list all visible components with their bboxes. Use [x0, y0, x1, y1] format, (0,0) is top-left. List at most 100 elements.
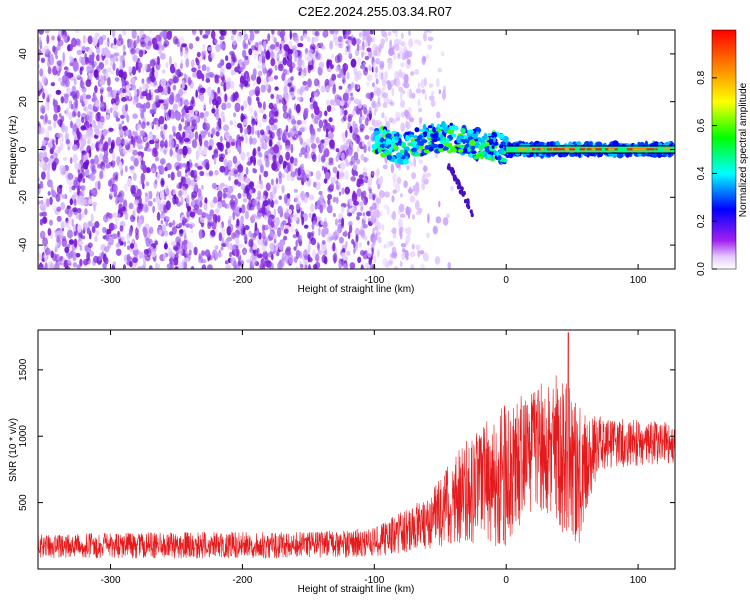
spectrogram-cell [242, 227, 246, 235]
spectrogram-cell [402, 90, 406, 95]
spectrogram-cell [343, 66, 347, 76]
spectrogram-cell [135, 61, 139, 71]
spectrogram-cell [364, 135, 370, 140]
spectrogram-cell [251, 125, 255, 135]
spectrogram-cell [72, 110, 76, 118]
spectrogram-signal-cell [465, 198, 469, 204]
spectrogram-cell [129, 227, 133, 237]
spectrogram-cell [315, 50, 319, 59]
spectrogram-cell [238, 175, 244, 182]
spectrogram-cell [239, 83, 245, 88]
spectrogram-cell [39, 127, 45, 135]
spectrogram-cell [87, 35, 93, 45]
spectrogram-cell [286, 172, 291, 182]
spectrogram-cell [422, 172, 428, 181]
spectrogram-cell [39, 160, 45, 169]
spectrogram-cell [104, 59, 109, 66]
spectrogram-signal-cell [397, 158, 403, 165]
spectrogram-cell [107, 212, 113, 219]
spectrogram-cell [69, 157, 73, 164]
spectrogram-cell [400, 91, 403, 101]
spectrogram-cell [207, 221, 212, 230]
spectrogram-cell [123, 51, 127, 56]
spectrogram-cell [55, 237, 61, 243]
spectrogram-cell [73, 231, 77, 237]
spectrogram-cell [255, 96, 260, 102]
spectrogram-cell [38, 49, 42, 56]
spectrogram-cell [220, 111, 225, 119]
spectrogram-cell [56, 119, 62, 125]
spectrogram-cell [382, 92, 388, 98]
spectrogram-cell [396, 79, 401, 88]
spectrogram-cell [377, 96, 381, 105]
spectrogram-cell [78, 240, 84, 245]
spectrogram-cell [101, 47, 106, 57]
spectrogram-signal-cell [451, 133, 457, 138]
spectrogram-signal-cell [452, 175, 457, 180]
spectrogram-cell [73, 199, 77, 206]
spectrogram-cell [69, 185, 72, 193]
spectrogram-cell [335, 181, 341, 191]
spectrogram-cell [191, 194, 195, 201]
spectrogram-cell [424, 30, 430, 33]
spectrogram-cell [278, 176, 283, 185]
spectrogram-cell [172, 35, 178, 45]
spectrogram-cell [47, 179, 53, 188]
spectrogram-cell [374, 210, 381, 218]
spectrogram-cell [44, 247, 51, 256]
snr-x-tick-label: -300 [101, 575, 121, 586]
spectrogram-cell [79, 245, 83, 251]
spectrogram-cell [342, 92, 349, 102]
spectrogram-cell [58, 30, 63, 39]
spectrogram-cell [232, 38, 237, 46]
spectrogram-cell [204, 111, 209, 117]
spectrogram-cell [277, 136, 282, 141]
spectrogram-cell [420, 78, 425, 89]
spectrogram-cell [344, 170, 349, 180]
spectrogram-cell [159, 52, 166, 60]
spectrogram-cell [85, 56, 89, 65]
spectrogram-cell [163, 243, 168, 250]
spectrogram-cell [227, 218, 232, 227]
spectrogram-signal-cell [491, 132, 497, 139]
spectrogram-signal-cell [588, 141, 593, 147]
spectrogram-cell [228, 176, 232, 181]
spectrogram-cell [115, 195, 118, 206]
spectrogram-cell [356, 215, 360, 221]
spectrogram-cell [273, 75, 279, 80]
spectrogram-cell [68, 239, 74, 245]
spectrogram-cell [425, 54, 430, 59]
spectrogram-cell [142, 204, 149, 213]
spectrogram-cell [257, 159, 263, 167]
spectrogram-cell [338, 261, 343, 269]
spectrogram-cell [335, 65, 340, 73]
spectrogram-cell [199, 30, 203, 36]
spectrogram-cell [104, 257, 109, 265]
spectrogram-cell [219, 43, 226, 50]
spectrogram-signal-cell [393, 144, 397, 151]
spectrogram-cell [346, 250, 351, 256]
spectrogram-cell [59, 165, 66, 173]
spectrogram-cell [208, 131, 211, 138]
spectrogram-cell [249, 31, 255, 41]
spectrogram-cell [46, 34, 50, 45]
spectrogram-cell [58, 229, 64, 240]
spectrogram-signal-cell [442, 136, 447, 141]
spectrogram-cell [60, 202, 66, 210]
spectrogram-cell [382, 257, 388, 267]
spectrogram-cell [186, 125, 192, 134]
spectrogram-cell [198, 90, 205, 96]
spectrogram-cell [257, 253, 263, 259]
spectrogram-cell [182, 216, 186, 227]
spectrogram-cell [253, 156, 256, 166]
spectrogram-cell [382, 164, 388, 170]
spectrogram-cell [142, 182, 145, 190]
spectrogram-cell [156, 211, 161, 221]
spectrogram-cell [223, 124, 230, 132]
spectrogram-cell [401, 251, 406, 261]
spectrogram-cell [178, 222, 183, 228]
spectrogram-cell [274, 216, 280, 226]
spectrogram-cell [252, 199, 258, 207]
spectrogram-cell [39, 230, 46, 240]
spectrogram-cell [304, 255, 308, 261]
